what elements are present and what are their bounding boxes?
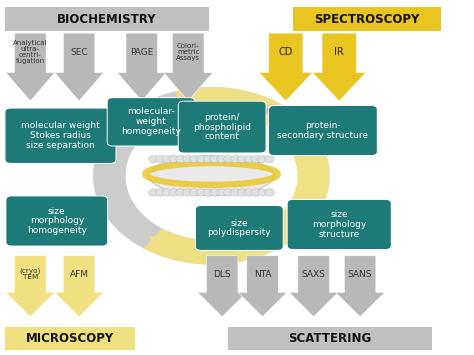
- Circle shape: [176, 189, 186, 196]
- Circle shape: [190, 189, 199, 196]
- Circle shape: [169, 189, 179, 196]
- FancyBboxPatch shape: [107, 98, 195, 146]
- Text: Colori-
metric
Assays: Colori- metric Assays: [176, 43, 200, 61]
- Polygon shape: [312, 33, 366, 101]
- FancyBboxPatch shape: [269, 105, 377, 155]
- Circle shape: [217, 155, 227, 163]
- Text: size
polydispersity: size polydispersity: [208, 219, 271, 237]
- Text: size
morphology
structure: size morphology structure: [312, 210, 366, 239]
- Circle shape: [264, 155, 274, 163]
- Text: CD: CD: [279, 47, 293, 57]
- Circle shape: [203, 155, 213, 163]
- FancyBboxPatch shape: [178, 101, 266, 153]
- Text: AFM: AFM: [70, 269, 89, 279]
- Circle shape: [251, 189, 261, 196]
- Text: protein-
secondary structure: protein- secondary structure: [277, 121, 368, 140]
- Text: BIOCHEMISTRY: BIOCHEMISTRY: [57, 13, 157, 26]
- FancyBboxPatch shape: [195, 206, 283, 250]
- Polygon shape: [117, 33, 166, 101]
- Circle shape: [244, 189, 254, 196]
- Circle shape: [264, 189, 274, 196]
- Circle shape: [251, 155, 261, 163]
- Text: IR: IR: [334, 47, 344, 57]
- Circle shape: [237, 155, 247, 163]
- FancyBboxPatch shape: [228, 327, 432, 350]
- Circle shape: [155, 155, 165, 163]
- Circle shape: [182, 155, 192, 163]
- Circle shape: [203, 189, 213, 196]
- Circle shape: [237, 189, 247, 196]
- Text: SAXS: SAXS: [302, 269, 326, 279]
- Text: molecular-
weight
homogeneity: molecular- weight homogeneity: [121, 108, 181, 136]
- Circle shape: [148, 155, 158, 163]
- Text: molecular weight
Stokes radius
size separation: molecular weight Stokes radius size sepa…: [21, 121, 100, 150]
- Circle shape: [190, 155, 199, 163]
- Polygon shape: [259, 33, 312, 101]
- Circle shape: [217, 189, 227, 196]
- Polygon shape: [55, 33, 104, 101]
- Circle shape: [182, 189, 192, 196]
- Polygon shape: [6, 33, 55, 101]
- Polygon shape: [6, 256, 55, 317]
- Polygon shape: [164, 33, 213, 101]
- Wedge shape: [93, 87, 279, 264]
- Polygon shape: [55, 256, 104, 317]
- FancyBboxPatch shape: [5, 108, 116, 163]
- Ellipse shape: [149, 156, 274, 196]
- Text: PAGE: PAGE: [130, 48, 154, 56]
- FancyBboxPatch shape: [5, 7, 209, 31]
- Text: MICROSCOPY: MICROSCOPY: [26, 332, 114, 345]
- Polygon shape: [238, 256, 287, 317]
- FancyBboxPatch shape: [5, 327, 135, 350]
- Circle shape: [155, 189, 165, 196]
- Circle shape: [230, 155, 240, 163]
- Text: SPECTROSCOPY: SPECTROSCOPY: [314, 13, 420, 26]
- Circle shape: [244, 155, 254, 163]
- Circle shape: [230, 189, 240, 196]
- Circle shape: [176, 155, 186, 163]
- Circle shape: [224, 189, 233, 196]
- Polygon shape: [336, 256, 385, 317]
- Circle shape: [258, 155, 267, 163]
- Text: (cryo)
TEM: (cryo) TEM: [19, 268, 41, 280]
- Text: NTA: NTA: [254, 269, 271, 279]
- Text: DLS: DLS: [213, 269, 231, 279]
- Polygon shape: [198, 256, 247, 317]
- Text: size
morphology
homogeneity: size morphology homogeneity: [27, 207, 87, 235]
- Circle shape: [196, 189, 206, 196]
- Circle shape: [162, 155, 172, 163]
- Circle shape: [224, 155, 233, 163]
- FancyBboxPatch shape: [293, 7, 441, 31]
- Circle shape: [210, 155, 220, 163]
- Text: protein/
phospholipid
content: protein/ phospholipid content: [193, 113, 251, 141]
- Text: Analytical
ultra-
centri-
fugation: Analytical ultra- centri- fugation: [13, 40, 47, 65]
- Wedge shape: [144, 87, 330, 264]
- Circle shape: [258, 189, 267, 196]
- FancyBboxPatch shape: [6, 196, 108, 246]
- Circle shape: [148, 189, 158, 196]
- Polygon shape: [289, 256, 338, 317]
- Text: SEC: SEC: [70, 48, 88, 56]
- Text: SCATTERING: SCATTERING: [288, 332, 372, 345]
- Text: SANS: SANS: [348, 269, 373, 279]
- Circle shape: [169, 155, 179, 163]
- Circle shape: [162, 189, 172, 196]
- Circle shape: [196, 155, 206, 163]
- FancyBboxPatch shape: [287, 200, 391, 250]
- Circle shape: [210, 189, 220, 196]
